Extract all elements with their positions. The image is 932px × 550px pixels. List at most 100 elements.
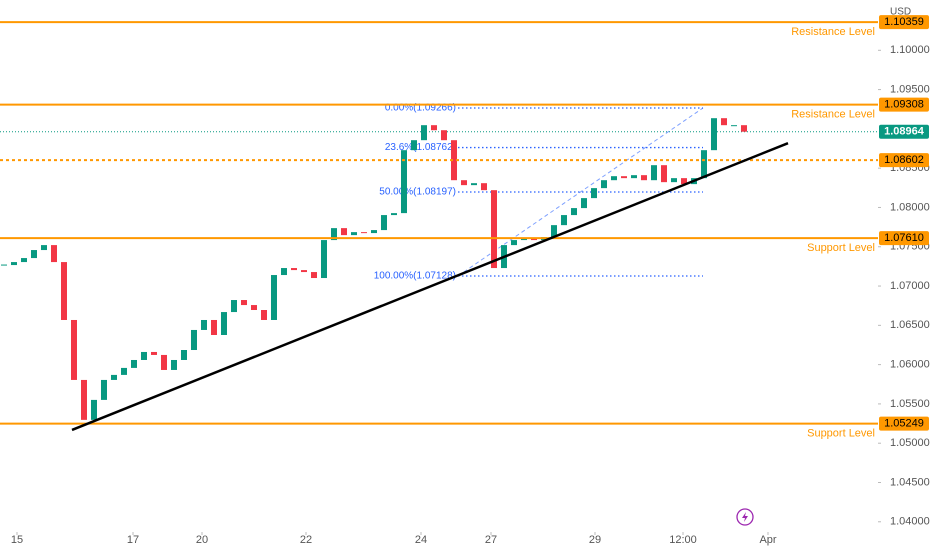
candle — [31, 250, 37, 259]
candle — [141, 351, 147, 360]
candle — [651, 165, 657, 181]
x-tick-label: 20 — [196, 534, 208, 546]
candle — [341, 228, 347, 236]
candle — [711, 118, 717, 151]
y-tick-label: 1.04500 — [890, 476, 930, 488]
candle — [271, 275, 277, 320]
candle — [11, 262, 17, 266]
candle — [661, 165, 667, 183]
candle — [471, 183, 477, 186]
candle — [121, 367, 127, 375]
candle — [351, 232, 357, 236]
candle — [451, 140, 457, 181]
level-name: Support Level — [807, 242, 875, 254]
level-name: Resistance Level — [791, 26, 875, 38]
candle — [261, 310, 267, 320]
candle — [311, 272, 317, 279]
fib-range — [457, 107, 704, 277]
candle — [91, 399, 97, 420]
candle — [411, 140, 417, 151]
level-label: 1.10359 — [884, 16, 924, 28]
candle — [431, 125, 437, 131]
y-tick-label: 1.07000 — [890, 280, 930, 292]
candle — [361, 232, 367, 234]
candle — [321, 240, 327, 279]
y-tick-label: 1.05500 — [890, 398, 930, 410]
candle — [551, 225, 557, 238]
candle — [231, 300, 237, 313]
flash-icon[interactable] — [736, 508, 754, 526]
candle — [171, 359, 177, 370]
fib-label: 0.00%(1.09266) — [385, 103, 456, 114]
x-tick-label: 17 — [127, 534, 139, 546]
level-badge — [879, 416, 929, 431]
level-label: 1.05249 — [884, 418, 924, 430]
candle — [491, 190, 497, 269]
level-label: 1.08602 — [884, 154, 924, 166]
y-tick-label: 1.10000 — [890, 44, 930, 56]
candle — [131, 359, 137, 368]
level-name: Support Level — [807, 428, 875, 440]
fib-label: 23.6%(1.08762) — [385, 142, 456, 153]
candle — [731, 125, 737, 127]
candle — [151, 351, 157, 355]
y-tick-label: 1.09500 — [890, 83, 930, 95]
candle — [161, 354, 167, 370]
candle — [681, 178, 687, 185]
y-tick-label: 1.06000 — [890, 359, 930, 371]
x-tick-label: 27 — [485, 534, 497, 546]
candle — [331, 228, 337, 241]
x-tick-label: 12:00 — [669, 534, 697, 546]
last-price-badge — [879, 124, 929, 139]
candle — [101, 379, 107, 400]
candle — [191, 329, 197, 351]
candle — [401, 150, 407, 214]
x-tick-label: 22 — [300, 534, 312, 546]
candle — [391, 213, 397, 216]
y-tick-label: 1.06500 — [890, 319, 930, 331]
candle — [1, 264, 7, 266]
candle — [591, 188, 597, 199]
candle — [381, 215, 387, 231]
last-price-label: 1.08964 — [884, 126, 925, 138]
candle — [51, 245, 57, 263]
level-label: 1.07610 — [884, 232, 924, 244]
candle — [461, 180, 467, 186]
candle — [571, 208, 577, 216]
candle — [601, 180, 607, 189]
candle — [671, 178, 677, 183]
candle — [621, 176, 627, 179]
candle — [581, 198, 587, 209]
candle — [611, 176, 617, 181]
x-tick-label: 15 — [11, 534, 23, 546]
fib-label: 100.00%(1.07128) — [374, 271, 456, 282]
currency: USD — [890, 7, 911, 18]
candle — [111, 374, 117, 380]
level-label: 1.09308 — [884, 99, 924, 111]
candle — [281, 268, 287, 276]
candle — [71, 319, 77, 380]
level-badge — [879, 153, 929, 168]
candle — [251, 305, 257, 311]
candle — [291, 268, 297, 271]
candle — [241, 300, 247, 306]
x-tick-label: Apr — [759, 534, 776, 546]
candle — [481, 183, 487, 191]
candle — [301, 270, 307, 273]
y-tick-label: 1.05000 — [890, 437, 930, 449]
candle — [741, 125, 747, 132]
y-tick-label: 1.08000 — [890, 201, 930, 213]
candle — [201, 319, 207, 330]
candle — [371, 230, 377, 234]
candle — [421, 125, 427, 141]
candle — [721, 118, 727, 126]
level-badge — [879, 15, 929, 30]
candle — [511, 240, 517, 246]
candle — [641, 175, 647, 181]
candle — [81, 379, 87, 420]
level-badge — [879, 231, 929, 246]
y-tick-label: 1.04000 — [890, 516, 930, 528]
candle — [61, 262, 67, 320]
candle — [561, 215, 567, 226]
